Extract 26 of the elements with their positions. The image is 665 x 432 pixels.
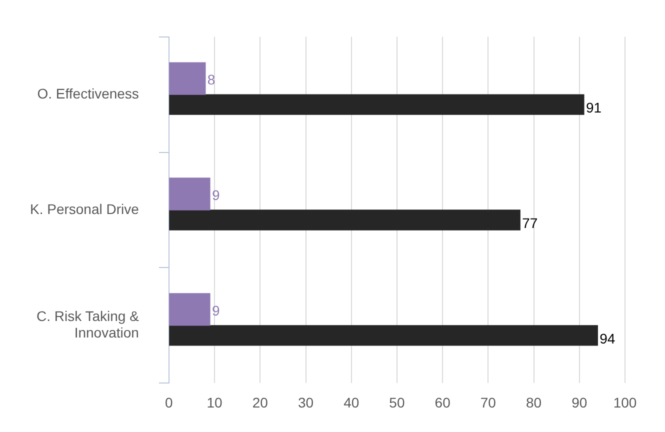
x-tick-label: 30 (298, 394, 314, 410)
bar (169, 62, 206, 95)
y-tick-label: O. Effectiveness (37, 85, 139, 102)
y-tick-label: C. Risk Taking & Innovation (36, 308, 140, 341)
bar (169, 325, 598, 346)
data-label: 9 (212, 186, 220, 203)
x-tick-label: 50 (389, 394, 405, 410)
x-tick-label: 80 (526, 394, 542, 410)
x-tick-label: 60 (434, 394, 451, 410)
x-tick-label: 100 (613, 394, 637, 410)
x-tick-label: 0 (165, 394, 174, 410)
x-tick-label: 10 (206, 394, 223, 410)
data-label: 77 (522, 214, 538, 231)
x-tick-label: 70 (480, 394, 496, 410)
bar (169, 94, 584, 115)
y-tick-label: K. Personal Drive (30, 200, 140, 217)
data-label: 91 (586, 99, 602, 116)
data-label: 8 (207, 71, 216, 88)
data-label: 9 (212, 302, 220, 318)
x-tick-label: 40 (344, 394, 360, 410)
bar (169, 178, 210, 210)
x-tick-label: 90 (572, 394, 588, 410)
bar (169, 210, 520, 230)
data-label: 94 (600, 330, 616, 346)
x-tick-label: 20 (252, 394, 268, 410)
bar (169, 293, 210, 326)
